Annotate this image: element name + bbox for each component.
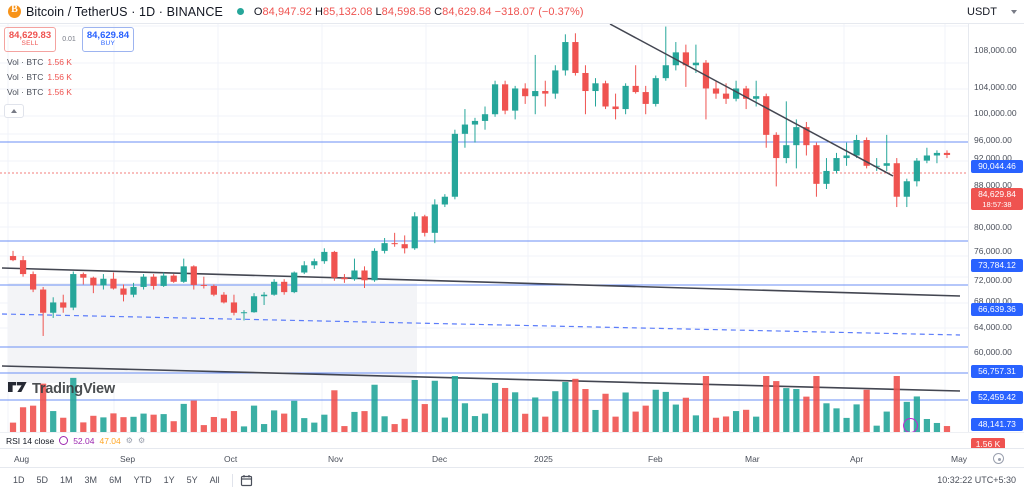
chevron-down-icon xyxy=(1011,10,1017,14)
time-tick: Aug xyxy=(14,454,30,464)
price-level-73784[interactable]: 73,784.12 xyxy=(971,259,1023,272)
range-button-3m[interactable]: 3M xyxy=(84,475,98,485)
sell-label: SELL xyxy=(21,40,39,48)
spread-value: 0.01 xyxy=(62,36,76,43)
price-tick: 76,000.00 xyxy=(974,246,1012,256)
close-value: 84,629.84 xyxy=(442,5,492,18)
time-tick: Mar xyxy=(745,454,760,464)
volume-label: Vol · BTC xyxy=(7,57,44,67)
current-price-label[interactable]: 84,629.84 18:57:38 xyxy=(971,188,1023,210)
bottom-toolbar: 1D 5D 1M 3M 6M YTD 1Y 5Y All 10:32:22 UTC+5:30 xyxy=(0,468,1024,492)
range-button-ytd[interactable]: YTD xyxy=(133,475,152,485)
price-level-66639[interactable]: 66,639.36 xyxy=(971,303,1023,316)
rsi-title: RSI 14 close xyxy=(6,435,55,446)
volume-value: 1.56 K xyxy=(47,72,72,82)
price-tick: 72,000.00 xyxy=(974,275,1012,285)
candlestick-svg xyxy=(0,24,968,432)
price-tick: 60,000.00 xyxy=(974,347,1012,357)
rsi-indicator-icon xyxy=(59,436,69,445)
gear-icon[interactable]: ⚙ xyxy=(125,436,133,445)
bid-ask-row: 84,629.83 SELL 0.01 84,629.84 BUY xyxy=(4,27,134,52)
eye-icon[interactable]: ⚙ xyxy=(137,436,146,445)
volume-rows: Vol · BTC 1.56 K Vol · BTC 1.56 K Vol · BTC 1… xyxy=(4,57,134,97)
calendar-icon[interactable] xyxy=(240,474,253,487)
rsi-value-primary: 52.04 xyxy=(73,435,95,446)
chart-header: Bitcoin / TetherUS · 1D · BINANCE O84,94… xyxy=(0,0,1024,24)
range-button-1m[interactable]: 1M xyxy=(60,475,73,485)
current-price-value: 84,629.84 xyxy=(978,189,1016,199)
open-value: 84,947.92 xyxy=(262,5,312,18)
bar-countdown: 18:57:38 xyxy=(982,199,1012,209)
range-button-6m[interactable]: 6M xyxy=(109,475,122,485)
price-level-52459[interactable]: 52,459.42 xyxy=(971,391,1023,404)
bitcoin-icon xyxy=(8,4,21,18)
high-label: H xyxy=(315,5,323,18)
price-tick: 88,000.00 xyxy=(974,180,1012,190)
open-label: O xyxy=(253,5,263,18)
price-axis[interactable]: 108,000.00 104,000.00 100,000.00 96,000.00 9… xyxy=(968,24,1024,466)
volume-row: Vol · BTC 1.56 K xyxy=(4,87,134,97)
volume-badge: 1.56 K xyxy=(971,438,1005,451)
price-tick: 64,000.00 xyxy=(974,322,1012,332)
chevron-up-icon xyxy=(11,109,17,113)
market-open-dot xyxy=(236,8,244,15)
buy-sell-panel: 84,629.83 SELL 0.01 84,629.84 BUY Vol · … xyxy=(4,27,134,118)
price-tick: 104,000.00 xyxy=(974,82,1017,92)
close-label: C xyxy=(434,5,443,18)
price-tick: 108,000.00 xyxy=(974,45,1017,55)
time-tick: Apr xyxy=(850,454,864,464)
range-button-5d[interactable]: 5D xyxy=(36,475,49,485)
time-tick: Dec xyxy=(432,454,448,464)
volume-row: Vol · BTC 1.56 K xyxy=(4,57,134,67)
change-value: −318.07 (−0.37%) xyxy=(494,5,584,18)
buy-price: 84,629.84 xyxy=(86,30,130,42)
range-selector-group: 1D 5D 1M 3M 6M YTD 1Y 5Y All xyxy=(0,473,225,487)
range-button-1d[interactable]: 1D xyxy=(13,475,25,485)
price-level-90044[interactable]: 90,044.46 xyxy=(971,160,1023,173)
clock-icon[interactable] xyxy=(993,453,1004,464)
high-value: 85,132.08 xyxy=(323,5,373,18)
volume-value: 1.56 K xyxy=(47,57,72,67)
currency-label: USDT xyxy=(967,6,997,18)
rsi-indicator-row[interactable]: RSI 14 close 52.04 47.04 ⚙ ⚙ xyxy=(0,432,1024,448)
price-tick: 96,000.00 xyxy=(974,135,1012,145)
time-tick: May xyxy=(951,454,968,464)
rsi-value-secondary: 47.04 xyxy=(99,435,121,446)
chart-plot-area[interactable] xyxy=(0,24,968,432)
volume-label: Vol · BTC xyxy=(7,87,44,97)
low-value: 84,598.58 xyxy=(381,5,432,18)
volume-row: Vol · BTC 1.56 K xyxy=(4,72,134,82)
range-button-all[interactable]: All xyxy=(209,475,220,485)
status-time: 10:32:22 UTC+5:30 xyxy=(937,475,1016,485)
buy-label: BUY xyxy=(100,40,116,48)
time-tick: Oct xyxy=(224,454,238,464)
range-button-1y[interactable]: 1Y xyxy=(163,475,175,485)
time-axis[interactable]: Aug Sep Oct Nov Dec 2025 Feb Mar Apr May xyxy=(0,448,1024,468)
price-tick: 92,000.00 xyxy=(974,153,1012,163)
price-tick: 100,000.00 xyxy=(974,108,1017,118)
buy-button[interactable]: 84,629.84 BUY xyxy=(82,27,134,52)
volume-label: Vol · BTC xyxy=(7,72,44,82)
price-level-48141[interactable]: 48,141.73 xyxy=(971,418,1023,431)
collapse-panel-button[interactable] xyxy=(4,104,24,118)
volume-value: 1.56 K xyxy=(47,87,72,97)
sell-price: 84,629.83 xyxy=(8,30,52,42)
time-tick: Sep xyxy=(120,454,136,464)
time-tick: 2025 xyxy=(534,454,553,464)
alert-rocket-icon[interactable] xyxy=(903,418,918,433)
range-button-5y[interactable]: 5Y xyxy=(186,475,198,485)
price-tick: 68,000.00 xyxy=(974,296,1012,306)
ohlc-values: O84,947.92 H85,132.08 L84,598.58 C84,629… xyxy=(254,6,584,18)
toolbar-divider xyxy=(231,473,233,487)
symbol-title[interactable]: Bitcoin / TetherUS · 1D · BINANCE xyxy=(26,4,223,19)
currency-selector[interactable]: USDT xyxy=(962,3,1022,21)
sell-button[interactable]: 84,629.83 SELL xyxy=(4,27,56,52)
price-level-56757[interactable]: 56,757.31 xyxy=(971,365,1023,378)
price-tick: 80,000.00 xyxy=(974,222,1012,232)
low-label: L xyxy=(375,5,382,18)
time-tick: Feb xyxy=(648,454,663,464)
time-tick: Nov xyxy=(328,454,344,464)
